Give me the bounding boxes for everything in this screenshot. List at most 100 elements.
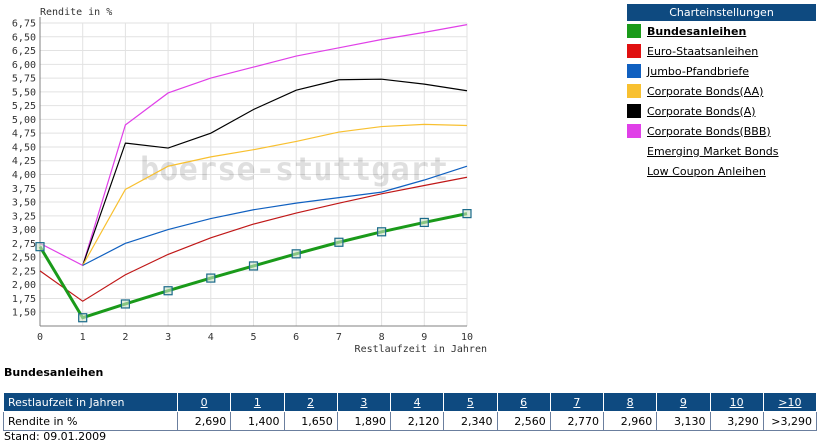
data-point-marker — [120, 299, 131, 309]
x-tick-label: 8 — [379, 332, 385, 343]
x-tick-label: 0 — [37, 332, 43, 343]
series-toggle-corporate-bonds-bbb[interactable]: Corporate Bonds(BBB) — [627, 121, 816, 141]
chart-series — [35, 24, 472, 323]
data-point-marker — [248, 261, 259, 271]
series-toggle-label[interactable]: Corporate Bonds(AA) — [647, 84, 764, 98]
y-tick-label: 2,00 — [12, 280, 36, 291]
data-point-marker — [206, 273, 216, 283]
series-toggle-label[interactable]: Euro-Staatsanleihen — [647, 44, 759, 58]
table-column-link[interactable]: 4 — [389, 392, 445, 412]
table-column-link[interactable]: 3 — [336, 392, 392, 412]
table-column-link[interactable]: 7 — [549, 392, 605, 412]
y-tick-label: 5,00 — [12, 115, 36, 126]
data-point-marker — [291, 249, 301, 259]
data-point-marker — [462, 209, 472, 219]
y-tick-label: 4,50 — [12, 142, 36, 153]
table-header-label: Restlaufzeit in Jahren — [3, 392, 178, 412]
table-cell: 1,650 — [283, 411, 338, 431]
series-color-swatch — [627, 44, 641, 58]
series-color-swatch — [627, 124, 641, 138]
x-tick-label: 10 — [461, 332, 473, 343]
y-tick-label: 4,75 — [12, 129, 36, 140]
table-column-link[interactable]: 2 — [283, 392, 338, 412]
x-tick-label: 5 — [250, 332, 256, 343]
y-tick-label: 3,25 — [12, 211, 36, 222]
series-line-corporate-bonds-bbb — [39, 24, 468, 267]
x-tick-label: 4 — [208, 332, 214, 343]
table-row-label: Rendite in % — [3, 411, 178, 431]
table-cell: 2,560 — [496, 411, 551, 431]
chart-settings-panel: Charteinstellungen Bundesanleihen Euro-St… — [627, 4, 816, 181]
table-cell: >3,290 — [762, 411, 818, 431]
table-cell: 2,770 — [549, 411, 605, 431]
series-toggle-label[interactable]: Low Coupon Anleihen — [647, 164, 766, 178]
series-toggle-corporate-bonds-aa[interactable]: Corporate Bonds(AA) — [627, 81, 816, 101]
series-toggle-label[interactable]: Corporate Bonds(A) — [647, 104, 756, 118]
series-line-euro-staatsanleihen — [39, 176, 468, 302]
chart-axes: 0 1 2 3 4 5 6 7 8 9 10 1,50 1,75 2,00 2,25 2,50 2,75 3,00… — [12, 17, 473, 343]
table-title: Bundesanleihen — [4, 366, 104, 379]
y-tick-label: 1,50 — [12, 308, 36, 319]
data-point-marker — [35, 242, 45, 252]
table-cell: 3,130 — [656, 411, 711, 431]
series-toggle-corporate-bonds-a[interactable]: Corporate Bonds(A) — [627, 101, 816, 121]
series-color-swatch — [627, 164, 641, 178]
yield-table: Restlaufzeit in Jahren 0 1 2 3 4 5 6 7 8 9 10 >10 R… — [3, 392, 818, 431]
y-tick-label: 4,25 — [12, 156, 36, 167]
series-toggle-jumbo-pfandbriefe[interactable]: Jumbo-Pfandbriefe — [627, 61, 816, 81]
series-toggle-label[interactable]: Jumbo-Pfandbriefe — [647, 64, 749, 78]
y-tick-label: 5,50 — [12, 87, 36, 98]
y-tick-label: 5,75 — [12, 74, 36, 85]
table-column-link[interactable]: 6 — [496, 392, 551, 412]
table-column-link[interactable]: 9 — [656, 392, 711, 412]
chart-grid — [39, 22, 468, 326]
data-point-marker — [419, 217, 429, 228]
series-toggle-label[interactable]: Bundesanleihen — [647, 24, 747, 38]
data-point-marker — [78, 313, 88, 323]
x-tick-label: 3 — [165, 332, 171, 343]
x-axis-label: Restlaufzeit in Jahren — [355, 344, 487, 355]
series-toggle-label[interactable]: Corporate Bonds(BBB) — [647, 124, 771, 138]
chart-watermark: boerse-stuttgart — [140, 150, 448, 188]
table-cell: 2,120 — [389, 411, 445, 431]
y-tick-label: 2,75 — [12, 239, 36, 250]
table-cell: 2,960 — [602, 411, 658, 431]
date-stamp: Stand: 09.01.2009 — [4, 430, 107, 443]
series-line-jumbo-pfandbriefe — [82, 165, 468, 266]
series-toggle-low-coupon-anleihen[interactable]: Low Coupon Anleihen — [627, 161, 816, 181]
y-tick-label: 6,50 — [12, 32, 36, 43]
series-toggle-label[interactable]: Emerging Market Bonds — [647, 144, 779, 158]
x-tick-label: 6 — [293, 332, 299, 343]
x-tick-label: 1 — [80, 332, 86, 343]
y-tick-label: 5,25 — [12, 101, 36, 112]
data-point-marker — [334, 237, 344, 247]
y-tick-label: 6,25 — [12, 46, 36, 57]
table-column-link[interactable]: 0 — [176, 392, 232, 412]
y-tick-label: 6,75 — [12, 19, 36, 30]
series-toggle-euro-staatsanleihen[interactable]: Euro-Staatsanleihen — [627, 41, 816, 61]
y-tick-label: 1,75 — [12, 294, 36, 305]
y-tick-label: 4,00 — [12, 170, 36, 181]
table-column-link[interactable]: >10 — [762, 392, 818, 412]
table-column-link[interactable]: 5 — [443, 392, 498, 412]
y-tick-label: 3,75 — [12, 184, 36, 195]
series-toggle-bundesanleihen[interactable]: Bundesanleihen — [627, 21, 816, 41]
y-tick-label: 3,00 — [12, 225, 36, 236]
yield-chart: boerse-stuttgart 0 1 2 3 4 5 6 7 8 9 10 1,50 1,75 2,0… — [12, 7, 487, 355]
x-tick-label: 2 — [122, 332, 128, 343]
series-color-swatch — [627, 64, 641, 78]
table-row: Rendite in % 2,690 1,400 1,650 1,890 2,120 2,… — [3, 411, 818, 431]
table-column-link[interactable]: 10 — [709, 392, 764, 412]
table-column-link[interactable]: 1 — [230, 392, 285, 412]
x-tick-label: 9 — [421, 332, 427, 343]
table-cell: 1,400 — [230, 411, 285, 431]
y-tick-label: 6,00 — [12, 60, 36, 71]
series-toggle-emerging-market-bonds[interactable]: Emerging Market Bonds — [627, 141, 816, 161]
series-line-corporate-bonds-a — [82, 78, 468, 266]
y-tick-label: 3,50 — [12, 198, 36, 209]
series-line-corporate-bonds-aa — [82, 123, 468, 266]
table-cell: 2,340 — [443, 411, 498, 431]
y-axis-label: Rendite in % — [40, 7, 112, 18]
table-column-link[interactable]: 8 — [602, 392, 658, 412]
table-cell: 1,890 — [336, 411, 392, 431]
